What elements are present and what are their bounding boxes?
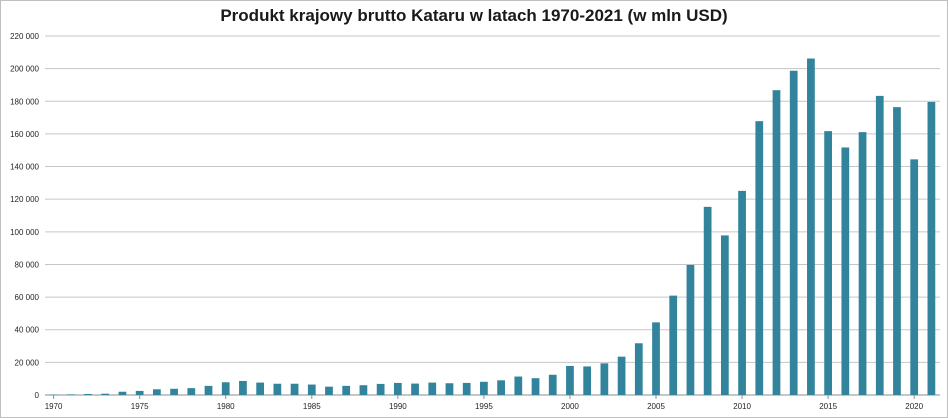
bar-2012 [772, 90, 781, 395]
bar-2013 [789, 70, 798, 396]
bar-1996 [497, 380, 505, 395]
bar-2001 [583, 366, 592, 395]
bar-1989 [376, 383, 385, 395]
bar-1979 [204, 385, 213, 395]
y-tick-label: 0 [35, 391, 40, 400]
bar-2020 [910, 159, 919, 395]
chart-title: Produkt krajowy brutto Kataru w latach 1… [220, 6, 728, 25]
y-tick-label: 220 000 [10, 32, 39, 41]
y-tick-label: 200 000 [10, 65, 39, 74]
bar-1980 [221, 382, 230, 395]
bar-1992 [428, 382, 437, 395]
bar-1990 [393, 382, 402, 395]
y-tick-label: 160 000 [10, 130, 39, 139]
bar-2005 [652, 322, 660, 395]
bar-1984 [290, 383, 299, 395]
bar-1975 [135, 390, 144, 395]
bar-1974 [118, 391, 127, 395]
x-tick-label: 2000 [561, 402, 579, 411]
bar-2018 [875, 95, 884, 395]
bar-1973 [101, 393, 110, 395]
x-tick-label: 2010 [733, 402, 751, 411]
bar-1999 [548, 374, 557, 395]
bar-1978 [187, 388, 196, 395]
bar-1998 [531, 378, 540, 395]
y-tick-label: 140 000 [10, 163, 39, 172]
x-tick-label: 2020 [905, 402, 923, 411]
bar-1987 [342, 385, 351, 395]
bar-2000 [566, 365, 574, 395]
bar-2014 [807, 58, 815, 395]
bar-2003 [617, 356, 626, 395]
bar-1988 [359, 385, 368, 395]
y-tick-label: 40 000 [15, 326, 40, 335]
bar-2009 [720, 235, 729, 395]
bar-1970 [49, 394, 58, 396]
y-tick-label: 20 000 [15, 358, 40, 367]
y-tick-label: 80 000 [15, 260, 40, 269]
y-tick-label: 60 000 [15, 293, 40, 302]
bar-2011 [755, 121, 764, 395]
bar-2007 [686, 264, 695, 395]
x-tick-label: 1980 [217, 402, 235, 411]
y-tick-label: 120 000 [10, 195, 39, 204]
bar-1985 [307, 384, 316, 395]
bar-2017 [858, 132, 867, 396]
x-tick-label: 1975 [131, 402, 149, 411]
bar-2004 [634, 343, 643, 395]
x-tick-label: 1985 [303, 402, 321, 411]
bar-2010 [738, 190, 746, 395]
bar-1991 [411, 383, 419, 395]
bar-2015 [824, 131, 832, 395]
y-tick-label: 100 000 [10, 228, 39, 237]
x-tick-label: 1970 [45, 402, 63, 411]
bar-2006 [669, 295, 678, 395]
bar-1971 [66, 394, 75, 395]
bar-2021 [927, 101, 936, 396]
bar-2002 [600, 363, 609, 395]
bar-1977 [170, 388, 178, 395]
bar-1972 [84, 394, 92, 395]
bar-1993 [445, 383, 454, 395]
bar-1983 [273, 383, 282, 395]
bar-2008 [703, 206, 712, 395]
y-tick-label: 180 000 [10, 97, 39, 106]
bar-2016 [841, 147, 850, 395]
bar-1986 [325, 386, 333, 395]
bar-2019 [893, 107, 901, 395]
x-tick-label: 1995 [475, 402, 493, 411]
x-tick-label: 2015 [819, 402, 837, 411]
x-tick-label: 2005 [647, 402, 665, 411]
bar-1997 [514, 376, 523, 395]
x-tick-label: 1990 [389, 402, 407, 411]
bar-1994 [462, 382, 471, 395]
bar-1981 [239, 380, 247, 395]
bar-1982 [256, 382, 265, 395]
bar-1976 [153, 389, 161, 395]
bar-1995 [480, 381, 488, 395]
